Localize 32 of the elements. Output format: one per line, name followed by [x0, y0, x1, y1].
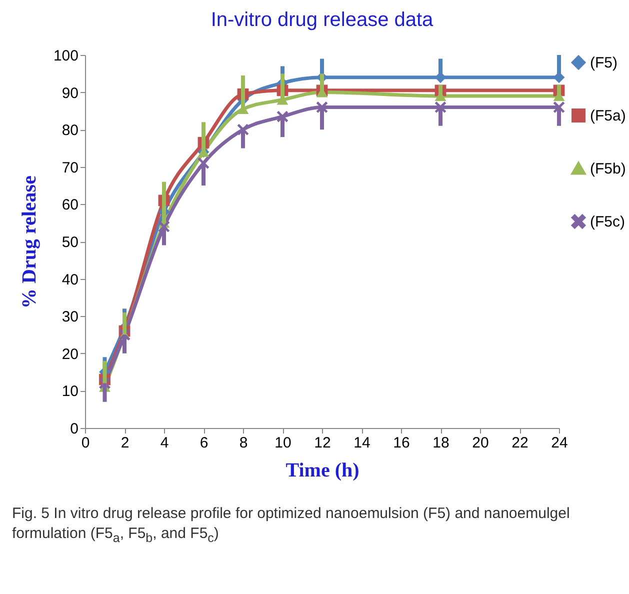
- x-tick-label: 22: [512, 434, 528, 452]
- x-tick-label: 16: [393, 434, 410, 452]
- x-axis-title: Time (h): [286, 460, 360, 482]
- y-tick-label: 70: [62, 159, 78, 176]
- y-tick-label: 10: [62, 383, 78, 400]
- y-tick-label: 0: [70, 420, 78, 438]
- legend-label: (F5c): [590, 214, 625, 230]
- x-tick-label: 12: [314, 434, 331, 452]
- y-tick-label: 80: [62, 122, 78, 140]
- x-tick-label: 14: [354, 434, 370, 452]
- x-tick-label: 20: [472, 434, 489, 452]
- y-tick-label: 60: [62, 196, 78, 214]
- y-tick-label: 30: [62, 308, 78, 326]
- x-tick-label: 4: [160, 434, 169, 452]
- legend-label: (F5a): [590, 108, 626, 124]
- y-tick-label: 100: [53, 48, 78, 64]
- x-tick-label: 18: [432, 434, 450, 452]
- x-tick-label: 2: [120, 434, 130, 452]
- y-tick-label: 40: [62, 271, 78, 288]
- x-tick-label: 24: [551, 434, 568, 452]
- y-tick-label: 20: [62, 346, 78, 363]
- legend-label: (F5): [590, 54, 618, 72]
- y-tick-label: 90: [62, 84, 78, 102]
- x-tick-label: 8: [239, 434, 248, 452]
- legend-label: (F5b): [590, 160, 626, 178]
- y-axis-title: % Drug release: [18, 175, 40, 308]
- x-tick-label: 6: [200, 434, 208, 452]
- x-tick-label: 10: [274, 434, 292, 452]
- x-tick-label: 0: [81, 434, 90, 452]
- caption: Fig. 5 In vitro drug release profile for optimized nanoemulsion (F5) and nanoemulgel formulation (F5$_{a}$, F5$_{b}$, and F5$_{c}$): [12, 504, 571, 548]
- y-tick-label: 50: [62, 234, 78, 251]
- chart-title: In-vitro drug release data: [210, 9, 434, 31]
